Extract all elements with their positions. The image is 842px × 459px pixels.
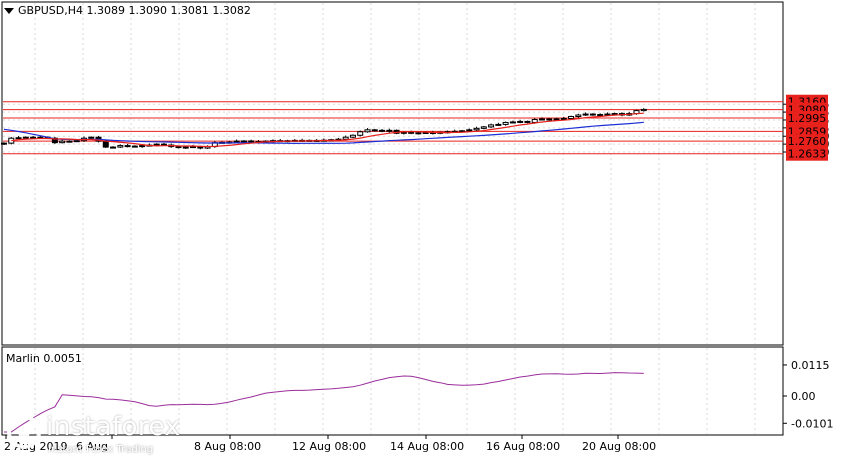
level-label: 1.2995 — [788, 112, 827, 125]
indicator-tick-label: -0.0101 — [791, 417, 833, 430]
level-label: 1.2760 — [788, 135, 827, 148]
indicator-pane-frame — [1, 346, 784, 436]
level-label-bg — [786, 111, 828, 125]
candle — [473, 127, 480, 131]
candle — [131, 145, 138, 148]
candle — [524, 120, 531, 123]
candle — [495, 123, 502, 126]
time-axis-label: 20 Aug 08:00 — [582, 440, 656, 453]
main-pane-frame — [1, 1, 784, 346]
indicator-tick-label: 0.0115 — [791, 359, 830, 372]
candle — [190, 146, 197, 149]
candle — [517, 120, 524, 123]
candle — [466, 129, 473, 132]
candle — [488, 124, 495, 128]
candle — [480, 126, 487, 129]
candle — [589, 113, 596, 116]
candle — [139, 145, 146, 148]
candle — [640, 108, 647, 112]
candle — [51, 137, 58, 144]
time-axis-label: 16 Aug 08:00 — [486, 440, 560, 453]
candle — [386, 129, 393, 132]
candle — [408, 131, 415, 134]
level-label: 1.2633 — [788, 148, 827, 161]
time-axis: 2 Aug 2019 6 Aug 8 Aug 08:00 12 Aug 08:00 14… — [4, 435, 656, 453]
candle — [175, 146, 182, 149]
candle — [153, 143, 160, 146]
candle — [73, 140, 80, 143]
indicator-label: Marlin 0.0051 — [6, 352, 82, 365]
candle — [30, 136, 37, 139]
candle — [88, 136, 95, 139]
indicator-axis: 0.0115 0.00 -0.0101 — [783, 359, 833, 430]
candle — [248, 140, 255, 143]
time-axis-label: 14 Aug 08:00 — [390, 440, 464, 453]
candle — [15, 137, 22, 140]
candle — [531, 118, 538, 123]
candle — [117, 145, 124, 148]
candle — [233, 140, 240, 143]
candle — [160, 143, 167, 146]
candle — [553, 118, 560, 121]
symbol-line: GBPUSD,H4 1.3089 1.3090 1.3081 1.3082 — [18, 4, 251, 17]
time-axis-label: 12 Aug 08:00 — [292, 440, 366, 453]
candle — [575, 114, 582, 118]
candle — [349, 134, 356, 138]
fast-moving-average — [11, 112, 644, 148]
level-label-bg — [786, 134, 828, 149]
candle — [102, 140, 109, 148]
candle — [182, 146, 189, 149]
time-axis-label: 8 Aug 08:00 — [194, 440, 261, 453]
chart-header: GBPUSD,H4 1.3089 1.3090 1.3081 1.3082 — [4, 4, 251, 17]
candle — [59, 140, 66, 144]
grid — [3, 3, 782, 434]
candle — [604, 113, 611, 116]
candle — [582, 113, 589, 116]
candle — [1, 142, 7, 145]
candle — [364, 129, 371, 133]
candle — [22, 136, 29, 139]
candle — [502, 121, 509, 125]
instaforex-logo-icon — [7, 415, 41, 449]
candle — [342, 136, 349, 140]
candle — [66, 140, 73, 143]
candle — [538, 118, 545, 121]
watermark-logo: instaforex Instant Forex Trading — [4, 408, 184, 456]
marlin-oscillator-line — [4, 372, 644, 433]
candle — [597, 114, 604, 117]
candle — [379, 129, 386, 132]
candle — [546, 118, 553, 121]
candle — [415, 132, 422, 135]
time-axis-label: 2 Aug 2019 — [4, 440, 67, 453]
candle — [240, 140, 247, 143]
watermark-tagline: Instant Forex Trading — [48, 444, 154, 455]
candle — [568, 116, 575, 119]
time-axis-label: 6 Aug — [76, 440, 108, 453]
indicator-tick-label: 0.00 — [791, 390, 816, 403]
dropdown-triangle-icon[interactable] — [4, 8, 14, 14]
slow-moving-average — [3, 121, 644, 145]
candle — [124, 145, 131, 148]
candle — [509, 121, 516, 124]
candle — [371, 129, 378, 132]
candle — [110, 146, 117, 149]
watermark-brand: instaforex — [46, 412, 181, 442]
candle — [357, 131, 364, 136]
candle — [560, 117, 567, 120]
level-label-bg — [786, 146, 828, 161]
